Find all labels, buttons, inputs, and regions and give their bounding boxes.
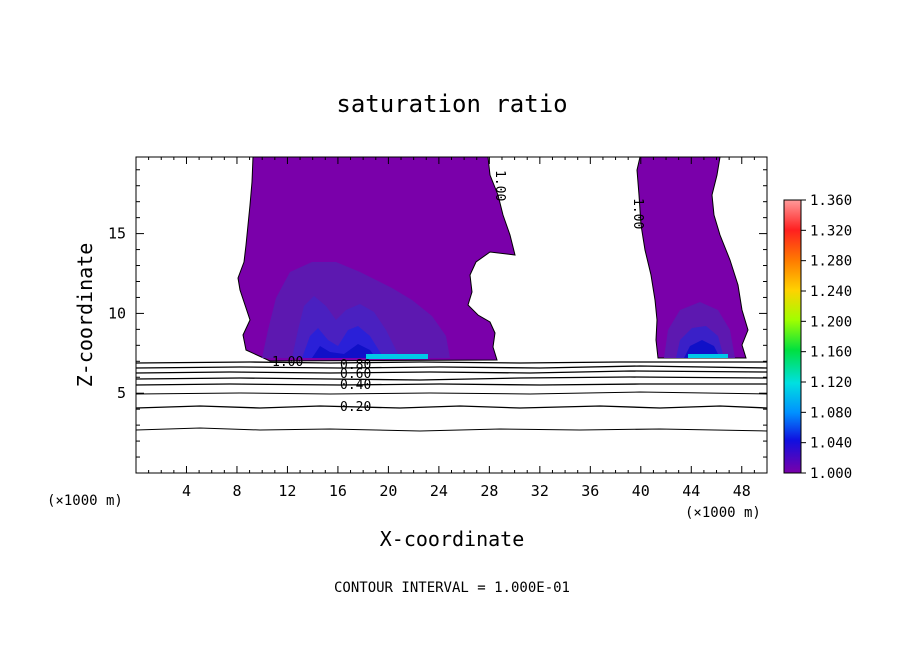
x-unit-label-left: (×1000 m)	[47, 493, 123, 509]
colorbar-tick-label: 1.000	[810, 466, 852, 482]
contour-labels: 1.00 0.80 0.60 0.40 0.20 1.00 1.00	[272, 170, 645, 415]
x-unit-label-right: (×1000 m)	[685, 505, 761, 521]
x-tick-labels: 4 8 12 16 20 24 28 32 36 40 44 48	[182, 482, 751, 500]
y-tick-label: 5	[117, 384, 126, 402]
x-tick-label: 28	[480, 482, 498, 500]
contour-label: 0.20	[340, 400, 371, 415]
y-tick-label: 10	[108, 304, 126, 322]
x-axis-title: X-coordinate	[380, 527, 525, 551]
colorbar-tick-label: 1.120	[810, 375, 852, 391]
y-tick-marks	[136, 169, 767, 458]
shade-right-3	[684, 340, 720, 358]
supersaturation-region-right	[636, 157, 749, 359]
y-axis-title: Z-coordinate	[73, 243, 97, 388]
colorbar-tick-label: 1.240	[810, 284, 852, 300]
contour-label: 0.60	[340, 367, 371, 382]
contour-lines	[136, 361, 767, 432]
x-tick-label: 48	[733, 482, 751, 500]
x-tick-label: 12	[278, 482, 296, 500]
contour-label: 0.40	[340, 378, 371, 393]
x-tick-label: 8	[232, 482, 241, 500]
colorbar-tick-label: 1.080	[810, 405, 852, 421]
x-tick-label: 40	[632, 482, 650, 500]
x-tick-label: 20	[379, 482, 397, 500]
chart-title: saturation ratio	[336, 90, 567, 118]
contour-interval-note: CONTOUR INTERVAL = 1.000E-01	[334, 580, 570, 596]
x-tick-label: 4	[182, 482, 191, 500]
y-tick-label: 15	[108, 225, 126, 243]
colorbar-tick-label: 1.200	[810, 314, 852, 330]
cyan-band-right	[688, 354, 728, 358]
x-tick-label: 32	[531, 482, 549, 500]
x-tick-label: 16	[329, 482, 347, 500]
plot-area: 1.00 0.80 0.60 0.40 0.20 1.00 1.00	[136, 157, 767, 432]
x-tick-marks	[148, 157, 755, 473]
colorbar-ticks: 1.360 1.320 1.280 1.240 1.200 1.160 1.120 1.080…	[801, 193, 852, 482]
cyan-band-left	[366, 354, 428, 359]
colorbar-tick-label: 1.320	[810, 223, 852, 239]
x-tick-label: 44	[682, 482, 700, 500]
contour-label: 1.00	[492, 170, 507, 201]
contour-label: 0.80	[340, 358, 371, 373]
colorbar-tick-label: 1.280	[810, 254, 852, 270]
contour-label: 1.00	[630, 198, 645, 229]
colorbar-tick-label: 1.160	[810, 345, 852, 361]
colorbar-tick-label: 1.360	[810, 193, 852, 209]
x-tick-label: 24	[430, 482, 448, 500]
shade-left-4	[312, 344, 376, 358]
y-tick-labels: 5 10 15	[108, 225, 126, 403]
x-tick-label: 36	[581, 482, 599, 500]
colorbar	[783, 199, 802, 474]
contour-label: 1.00	[272, 355, 303, 370]
colorbar-tick-label: 1.040	[810, 436, 852, 452]
